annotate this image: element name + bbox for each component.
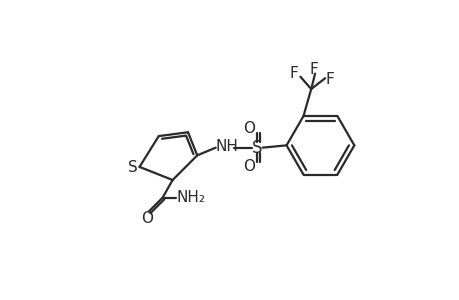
- Text: S: S: [128, 160, 137, 175]
- Text: O: O: [242, 159, 254, 174]
- Text: S: S: [252, 139, 262, 157]
- Text: F: F: [325, 72, 333, 87]
- Text: F: F: [309, 61, 318, 76]
- Text: O: O: [242, 121, 254, 136]
- Text: NH₂: NH₂: [176, 190, 205, 205]
- Text: NH: NH: [215, 140, 237, 154]
- Text: F: F: [289, 66, 298, 81]
- Text: O: O: [141, 211, 153, 226]
